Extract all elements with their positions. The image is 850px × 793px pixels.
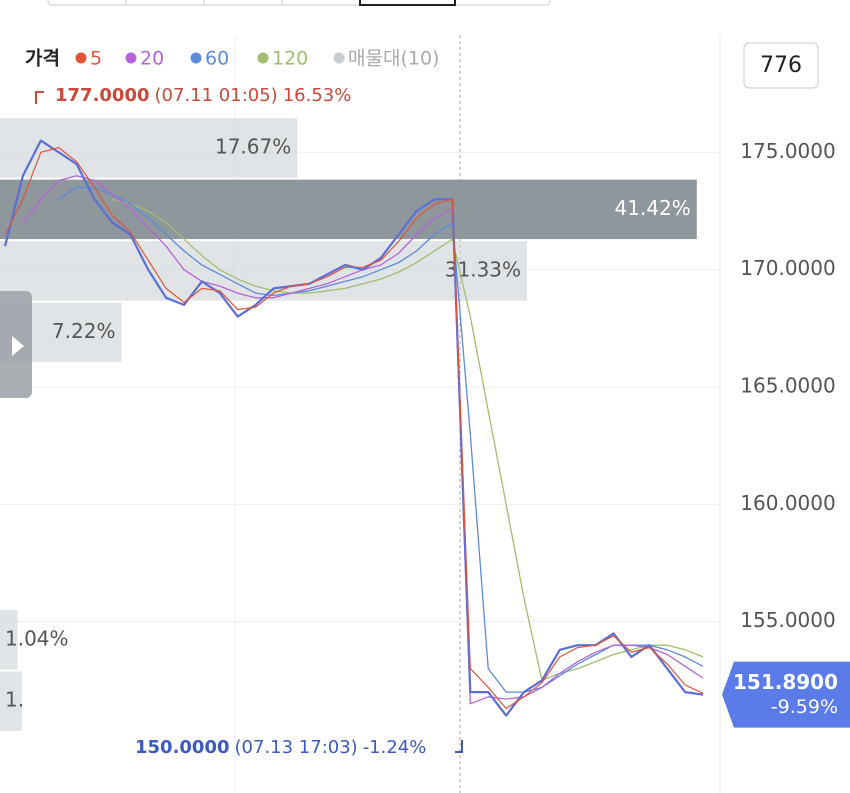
legend-label: 매물대(10) xyxy=(348,48,439,70)
low-label: 150.0000 xyxy=(135,737,230,758)
profile-label: 17.67% xyxy=(215,134,291,158)
low-time: (07.13 17:03) xyxy=(235,737,358,758)
high-time: (07.11 01:05) xyxy=(155,85,278,106)
profile-label: 1. xyxy=(5,688,24,712)
legend-label: 5 xyxy=(90,48,102,70)
profile-label: 7.22% xyxy=(52,319,116,343)
last-price-tag xyxy=(722,661,850,728)
profile-bar xyxy=(0,241,528,301)
profile-bar xyxy=(0,179,697,240)
high-arrow xyxy=(35,91,44,104)
y-tick-label: 170.0000 xyxy=(740,256,835,280)
tab-bar[interactable] xyxy=(47,0,551,6)
low-change: -1.24% xyxy=(363,737,427,758)
legend-swatch xyxy=(333,52,345,64)
high-change: 16.53% xyxy=(283,85,352,106)
profile-bar xyxy=(0,610,18,670)
badge[interactable]: 776 xyxy=(743,42,819,89)
y-tick-label: 160.0000 xyxy=(740,491,835,515)
series-line xyxy=(58,186,704,693)
legend-swatch xyxy=(190,52,202,64)
low-arrow xyxy=(455,740,463,753)
last-change: -9.59% xyxy=(771,696,838,718)
legend-swatch xyxy=(125,52,137,64)
legend-label: 20 xyxy=(140,48,164,70)
profile-label: 1.04% xyxy=(5,626,69,650)
series-line xyxy=(112,198,704,682)
legend-swatch xyxy=(75,52,87,64)
legend-swatch xyxy=(257,52,269,64)
plot: 1.1.04%7.22%31.33%41.42%17.67% xyxy=(0,118,720,731)
high-label: 177.0000 xyxy=(55,85,150,106)
last-price: 151.8900 xyxy=(733,670,838,694)
low-annotation: 150.0000 (07.13 17:03) -1.24% xyxy=(135,737,426,758)
badge-text: 776 xyxy=(760,53,802,78)
y-tick-label: 155.0000 xyxy=(740,608,835,632)
y-tick-label: 165.0000 xyxy=(740,374,835,398)
profile-bar xyxy=(0,671,22,731)
high-annotation: 177.0000 (07.11 01:05) 16.53% xyxy=(55,85,351,106)
profile-bar xyxy=(0,118,298,178)
legend-label: 60 xyxy=(205,48,229,70)
side-handle[interactable] xyxy=(0,291,32,398)
y-tick-label: 175.0000 xyxy=(740,139,835,163)
profile-label: 41.42% xyxy=(615,196,691,220)
legend-label: 120 xyxy=(272,48,308,70)
series-line xyxy=(4,147,704,710)
legend-title: 가격 xyxy=(25,48,60,70)
